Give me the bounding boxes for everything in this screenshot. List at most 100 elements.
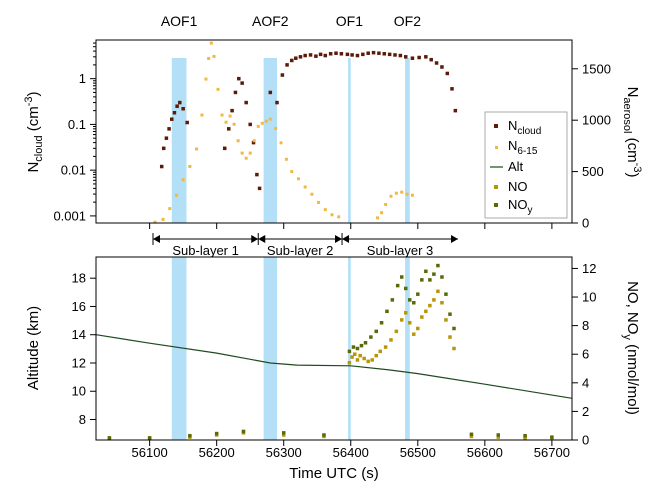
top-right-axis-title: Naerosol (cm-3) [621,87,643,178]
top-series-1-point-28 [284,157,288,161]
bottom-series-2-point-15 [385,309,389,314]
bottom-series-1-point-8 [350,355,354,359]
top-series-0-point-40 [366,51,370,55]
bottom-series-1-point-16 [378,349,383,354]
top-series-1-point-12 [216,87,220,91]
top-series-1-point-8 [204,77,208,81]
legend-no-label: NO [508,179,528,194]
top-series-0-point-3 [167,127,171,131]
top-series-1-point-15 [228,114,232,118]
top-series-0-point-13 [233,90,238,95]
top-series-0-point-38 [355,53,360,58]
top-series-1-point-25 [268,117,272,121]
bottom-series-1-point-25 [420,315,424,319]
bottom-series-2-point-34 [523,433,527,438]
top-series-1-point-20 [248,151,252,155]
legend-alt-label: Alt [508,159,524,174]
top-series-1-point-21 [252,139,256,143]
bottom-series-2-point-26 [432,272,436,276]
bottom-series-1-point-24 [416,326,420,331]
top-left-tick-label-0: 0.001 [53,208,86,223]
top-series-0-point-28 [303,53,307,58]
top-series-0-point-36 [345,52,350,57]
top-series-0-point-35 [339,52,344,56]
top-series-1-point-34 [323,208,327,212]
bottom-series-2-point-0 [107,436,112,440]
top-series-1-point-22 [256,124,260,128]
bottom-series-2-point-6 [322,433,326,437]
bottom-series-2-point-33 [496,433,501,437]
x-tick-label-0: 56100 [132,445,168,460]
top-series-0-point-29 [308,53,313,57]
legend-noy-marker [494,203,498,207]
top-right-tick-label-3: 1500 [582,61,611,76]
top-series-0-point-27 [298,55,303,59]
legend-noy-label: NOy [508,197,533,216]
bottom-series-2-point-5 [281,431,286,435]
bottom-left-tick-label-3: 14 [72,327,86,342]
bottom-series-2-point-21 [412,301,416,305]
top-series-0-point-21 [268,90,273,95]
bottom-series-1-point-26 [424,309,428,314]
top-series-0-point-53 [440,65,444,69]
region-label-0: AOF1 [161,13,198,29]
x-tick-label-4: 56500 [400,445,436,460]
x-tick-label-1: 56200 [199,445,235,460]
top-series-1-point-7 [200,113,204,117]
bottom-series-1-point-13 [366,359,370,364]
top-series-1-point-19 [244,156,248,160]
top-series-0-point-47 [403,55,408,59]
top-series-0-point-24 [285,63,289,67]
top-series-0-point-1 [161,146,166,151]
top-series-1-point-10 [209,41,213,45]
top-series-0-point-49 [417,55,421,60]
bottom-series-1-point-21 [403,311,408,315]
altitude-line [95,334,573,399]
top-series-0-point-7 [178,100,182,105]
bottom-series-1-point-9 [353,352,357,356]
top-series-0-point-10 [222,146,227,151]
top-series-0-point-54 [445,71,450,76]
bottom-series-2-point-19 [403,286,408,291]
bottom-series-2-point-1 [147,436,152,440]
top-series-1-point-30 [296,177,300,181]
bottom-left-tick-label-1: 10 [72,384,86,399]
bottom-series-1-point-34 [469,434,474,439]
top-series-1-point-42 [400,190,404,194]
top-series-0-point-14 [237,76,241,81]
bottom-series-2-point-35 [550,435,554,439]
top-series-1-point-6 [195,147,199,151]
bottom-series-1-point-32 [448,335,452,339]
bottom-right-tick-label-2: 4 [582,375,589,390]
sublayer-arrowhead-right-2 [451,235,459,243]
bottom-left-tick-label-0: 8 [79,412,86,427]
top-series-1-point-37 [376,216,380,220]
top-series-0-point-4 [170,117,174,121]
top-right-tick-label-2: 1000 [582,113,611,128]
top-series-0-point-6 [175,104,179,108]
top-left-axis-title: Ncloud (cm-3) [23,91,45,172]
top-series-0-point-33 [328,52,333,56]
bottom-series-2-point-14 [379,321,384,325]
top-series-0-point-23 [280,73,285,77]
top-left-tick-label-1: 0.01 [61,163,86,178]
top-series-0-point-22 [275,100,279,105]
bottom-series-2-point-24 [424,269,428,274]
shaded-region-bottom-2 [348,257,351,440]
bottom-series-1-point-22 [408,321,412,325]
sublayer-arrowhead-left-0 [152,235,160,243]
bottom-panel-shading [171,257,410,440]
top-series-0-point-18 [251,140,256,145]
bottom-right-tick-label-0: 0 [582,433,589,448]
top-series-1-point-27 [279,141,283,145]
bottom-right-tick-label-6: 12 [582,261,596,276]
sublayer-arrowhead-left-2 [342,235,350,243]
top-series-0-point-46 [398,53,403,58]
top-series-1-point-2 [168,207,172,211]
top-series-0-point-50 [424,55,428,59]
bottom-series-2-point-8 [351,345,356,349]
shaded-region-bottom-3 [405,257,410,440]
top-series-0-point-43 [382,52,387,56]
top-series-1-point-1 [161,217,165,221]
bottom-series-1-point-19 [394,329,399,334]
